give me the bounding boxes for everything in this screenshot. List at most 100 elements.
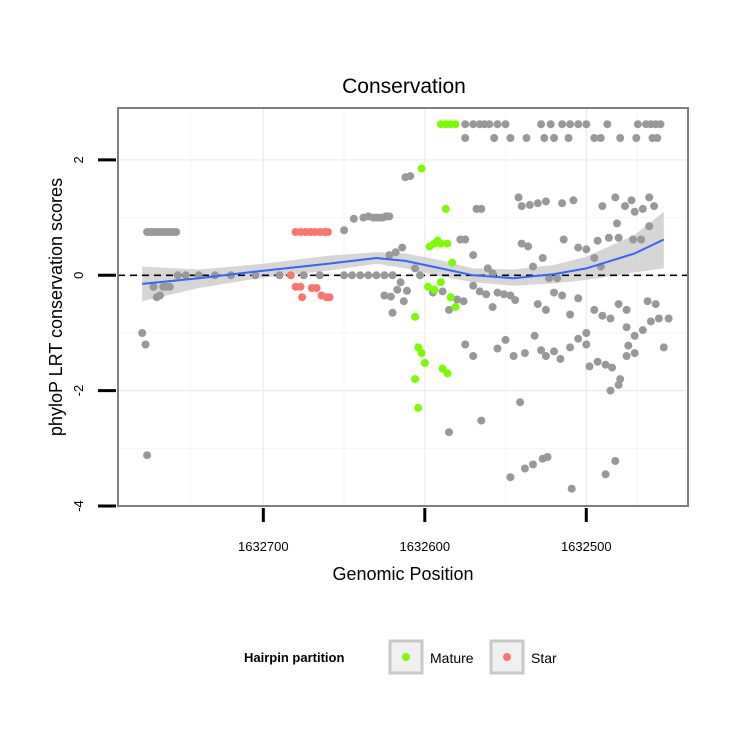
point-other xyxy=(637,235,646,244)
y-tick-label: -2 xyxy=(71,385,86,397)
point-other xyxy=(550,347,558,356)
point-other xyxy=(181,271,190,280)
point-other xyxy=(529,460,537,469)
point-other xyxy=(614,233,623,242)
point-other xyxy=(385,251,394,260)
point-other xyxy=(638,326,647,335)
point-other xyxy=(614,380,623,389)
point-other xyxy=(461,120,470,129)
point-other xyxy=(664,314,673,323)
point-other xyxy=(590,305,599,314)
point-other xyxy=(530,331,539,340)
point-mature xyxy=(441,204,450,213)
point-other xyxy=(630,331,639,340)
point-other xyxy=(627,196,636,205)
legend-dot-mature xyxy=(402,653,410,661)
point-mature xyxy=(420,359,429,367)
point-mature xyxy=(430,285,439,294)
point-other xyxy=(438,287,447,296)
point-other xyxy=(598,311,607,320)
point-other xyxy=(469,352,478,360)
point-other xyxy=(645,222,654,231)
point-other xyxy=(501,120,510,129)
point-other xyxy=(461,134,470,142)
point-other xyxy=(173,271,182,280)
point-other xyxy=(459,297,468,306)
point-star xyxy=(325,293,334,302)
point-other xyxy=(380,271,389,280)
point-other xyxy=(550,134,558,142)
point-other xyxy=(574,334,583,343)
point-other xyxy=(566,343,575,352)
point-other xyxy=(540,134,549,142)
point-other xyxy=(558,120,567,129)
point-other xyxy=(525,200,534,209)
point-other xyxy=(559,235,568,244)
point-other xyxy=(488,269,497,278)
point-other xyxy=(516,398,525,407)
point-other xyxy=(546,120,555,129)
point-other xyxy=(506,473,515,482)
point-mature xyxy=(411,375,420,384)
point-other xyxy=(483,264,492,273)
point-other xyxy=(524,242,533,251)
point-other xyxy=(499,290,508,299)
point-other xyxy=(469,120,478,129)
point-other xyxy=(445,305,453,314)
plot-panel xyxy=(118,108,688,506)
y-tick-label: 0 xyxy=(71,272,86,279)
point-other xyxy=(601,470,610,479)
point-other xyxy=(558,291,567,300)
point-mature xyxy=(448,258,457,267)
point-other xyxy=(603,120,612,129)
point-other xyxy=(582,340,591,349)
point-other xyxy=(611,457,620,465)
point-other xyxy=(529,262,537,271)
point-other xyxy=(564,134,573,142)
legend-title: Hairpin partition xyxy=(244,650,344,665)
point-other xyxy=(582,329,591,337)
point-other xyxy=(654,314,663,323)
point-other xyxy=(482,290,491,299)
point-mature xyxy=(411,312,420,321)
point-other xyxy=(141,340,150,349)
point-other xyxy=(590,134,599,142)
point-other xyxy=(613,219,621,228)
point-other xyxy=(393,285,402,294)
point-other xyxy=(493,344,502,353)
smooth-line-layer xyxy=(142,238,665,285)
point-other xyxy=(403,286,411,295)
point-mature xyxy=(446,293,455,302)
point-other xyxy=(566,310,575,319)
point-other xyxy=(396,278,405,287)
legend: Hairpin partition Mature Star xyxy=(244,639,557,675)
point-mature xyxy=(436,278,445,287)
point-other xyxy=(611,193,620,202)
legend-label-mature: Mature xyxy=(430,650,474,666)
y-tick-label: -4 xyxy=(71,500,86,512)
x-tick-label: 1632600 xyxy=(399,539,450,554)
confidence-band-layer xyxy=(142,211,664,302)
point-other xyxy=(582,245,591,254)
point-other xyxy=(541,197,550,206)
point-other xyxy=(477,416,486,425)
point-other xyxy=(550,288,558,297)
point-star xyxy=(298,293,307,302)
point-other xyxy=(493,288,502,297)
point-other xyxy=(172,228,181,236)
point-other xyxy=(399,297,408,306)
point-other xyxy=(485,120,494,129)
point-other xyxy=(630,349,639,358)
point-other xyxy=(646,317,655,326)
point-other xyxy=(490,134,499,142)
point-other xyxy=(541,352,550,360)
point-other xyxy=(593,236,602,245)
point-other xyxy=(598,202,607,211)
point-other xyxy=(643,297,652,306)
point-other xyxy=(501,335,510,344)
point-other xyxy=(621,202,629,211)
smooth-line xyxy=(142,238,665,285)
point-other xyxy=(511,296,520,305)
x-axis-title: Genomic Position xyxy=(332,564,473,584)
